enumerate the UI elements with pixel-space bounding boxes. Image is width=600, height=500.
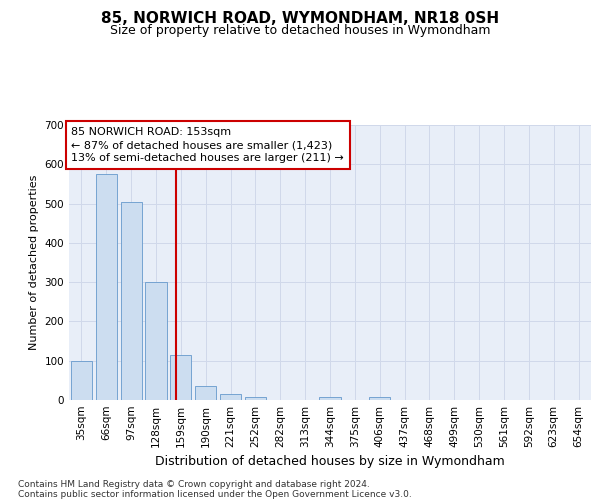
Bar	[145, 282, 167, 400]
Bar	[220, 394, 241, 400]
Bar	[195, 386, 216, 400]
Bar	[319, 397, 341, 400]
X-axis label: Distribution of detached houses by size in Wymondham: Distribution of detached houses by size …	[155, 456, 505, 468]
Bar	[245, 397, 266, 400]
Text: 85 NORWICH ROAD: 153sqm
← 87% of detached houses are smaller (1,423)
13% of semi: 85 NORWICH ROAD: 153sqm ← 87% of detache…	[71, 127, 344, 164]
Bar	[71, 360, 92, 400]
Bar	[121, 202, 142, 400]
Bar	[369, 397, 390, 400]
Bar	[170, 355, 191, 400]
Bar	[96, 174, 117, 400]
Y-axis label: Number of detached properties: Number of detached properties	[29, 175, 39, 350]
Text: 85, NORWICH ROAD, WYMONDHAM, NR18 0SH: 85, NORWICH ROAD, WYMONDHAM, NR18 0SH	[101, 11, 499, 26]
Text: Size of property relative to detached houses in Wymondham: Size of property relative to detached ho…	[110, 24, 490, 37]
Text: Contains HM Land Registry data © Crown copyright and database right 2024.
Contai: Contains HM Land Registry data © Crown c…	[18, 480, 412, 500]
